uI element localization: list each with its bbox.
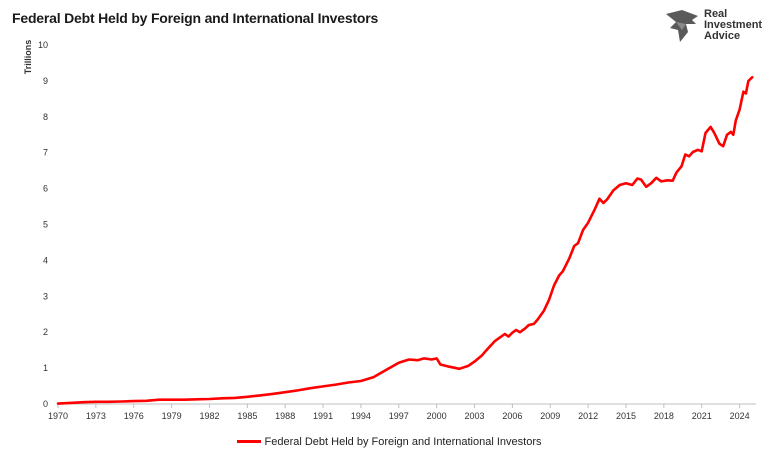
y-axis-label: Trillions <box>23 40 33 75</box>
x-axis-ticks: 1970 1973 1976 1979 1982 1985 1988 1991 1994 1997… <box>48 404 750 421</box>
y-tick-label: 9 <box>43 76 48 86</box>
y-tick-label: 8 <box>43 112 48 122</box>
y-tick-label: 1 <box>43 363 48 373</box>
x-tick-label: 1991 <box>313 411 333 421</box>
logo-line-2: Investment <box>704 19 763 31</box>
series-line <box>56 76 754 405</box>
x-tick-label: 1973 <box>86 411 106 421</box>
x-tick-label: 1985 <box>237 411 257 421</box>
x-tick-label: 1988 <box>275 411 295 421</box>
x-tick-label: 1997 <box>389 411 409 421</box>
y-tick-label: 2 <box>43 327 48 337</box>
y-tick-label: 4 <box>43 255 48 265</box>
x-tick-label: 2003 <box>465 411 485 421</box>
y-tick-label: 0 <box>43 399 48 409</box>
y-tick-label: 5 <box>43 220 48 230</box>
y-tick-label: 3 <box>43 291 48 301</box>
x-tick-label: 2009 <box>540 411 560 421</box>
y-tick-label: 10 <box>38 40 48 50</box>
x-tick-label: 2024 <box>730 411 750 421</box>
x-tick-label: 1979 <box>162 411 182 421</box>
x-tick-label: 2006 <box>502 411 522 421</box>
x-tick-label: 1970 <box>48 411 68 421</box>
legend-entry: Federal Debt Held by Foreign and Interna… <box>236 435 542 448</box>
x-tick-label: 2000 <box>427 411 447 421</box>
chart-title: Federal Debt Held by Foreign and Interna… <box>12 10 379 26</box>
logo-wordmark: Real Investment Advice <box>704 9 762 42</box>
logo-line-1: Real <box>704 8 728 20</box>
x-tick-label: 1994 <box>351 411 371 421</box>
brand-logo: Real Investment Advice <box>662 6 772 46</box>
y-tick-label: 7 <box>43 148 48 158</box>
x-tick-label: 2021 <box>692 411 712 421</box>
axes: 1970 1973 1976 1979 1982 1985 1988 1991 1994 1997… <box>38 40 756 421</box>
x-tick-label: 2015 <box>616 411 636 421</box>
logo-line-3: Advice <box>704 30 741 42</box>
legend-label: Federal Debt Held by Foreign and Interna… <box>264 435 542 448</box>
x-tick-label: 2012 <box>578 411 598 421</box>
x-tick-label: 1976 <box>124 411 144 421</box>
x-tick-label: 1982 <box>199 411 219 421</box>
y-axis-ticks: 0 1 2 3 4 5 6 7 8 9 10 <box>38 40 48 409</box>
y-tick-label: 6 <box>43 184 48 194</box>
eagle-icon <box>666 10 698 42</box>
legend-swatch <box>236 440 261 443</box>
x-tick-label: 2018 <box>654 411 674 421</box>
legend: Federal Debt Held by Foreign and Interna… <box>0 430 778 448</box>
